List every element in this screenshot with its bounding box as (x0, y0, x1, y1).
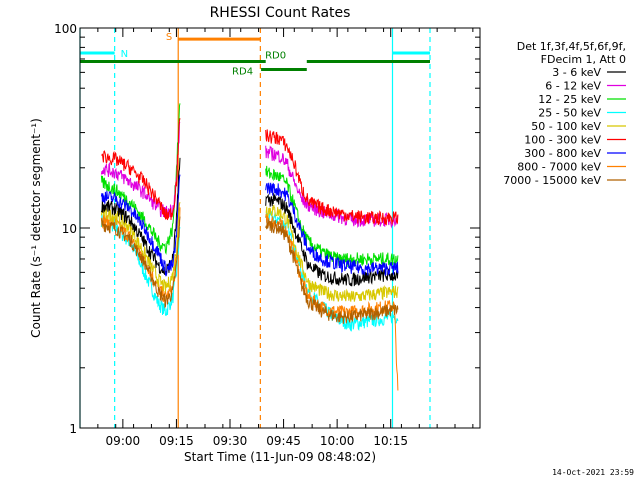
series-5-flare-segment (101, 118, 181, 221)
legend-label-2: 12 - 25 keV (538, 93, 601, 106)
legend-header-0: Det 1f,3f,4f,5f,6f,9f, (517, 40, 626, 53)
annotation-label-4: RD4 (232, 67, 253, 78)
series-5-decay-segment (265, 129, 399, 226)
x-tick-label-3: 09:45 (266, 434, 301, 448)
y-tick-label-0: 1 (69, 422, 77, 436)
legend-label-7: 800 - 7000 keV (517, 161, 601, 174)
x-tick-label-2: 09:30 (213, 434, 248, 448)
series-2-flare-segment (100, 103, 181, 255)
series-7-decay-segment (265, 213, 399, 391)
legend-header-1: FDecim 1, Att 0 (541, 53, 626, 66)
series-8-flare-segment (100, 216, 181, 309)
annotation-label-3: RD0 (265, 50, 286, 61)
footer-timestamp: 14-Oct-2021 23:59 (552, 468, 634, 477)
x-tick-label-1: 09:15 (159, 434, 194, 448)
y-tick-label-2: 100 (54, 22, 77, 36)
series-1-decay-segment (265, 145, 399, 229)
series-6-flare-segment (100, 174, 181, 277)
legend-label-3: 25 - 50 keV (538, 107, 601, 120)
legend-label-6: 300 - 800 keV (524, 147, 601, 160)
series-4-flare-segment (100, 201, 181, 293)
legend-label-5: 100 - 300 keV (524, 134, 601, 147)
x-tick-label-4: 10:00 (320, 434, 355, 448)
legend-label-8: 7000 - 15000 keV (503, 174, 601, 187)
x-tick-label-0: 09:00 (106, 434, 141, 448)
y-tick-label-1: 10 (62, 222, 77, 236)
series-4-decay-segment (265, 204, 399, 302)
annotation-label-2: S (166, 32, 172, 43)
x-axis-label: Start Time (11-Jun-09 08:48:02) (184, 450, 376, 464)
legend-label-4: 50 - 100 keV (531, 120, 601, 133)
series-8-decay-segment (265, 219, 399, 324)
annotation-label-0: N (121, 49, 128, 60)
x-tick-label-5: 10:15 (373, 434, 408, 448)
series-0-decay-segment (265, 192, 399, 287)
chart-title: RHESSI Count Rates (210, 5, 351, 21)
legend-label-1: 6 - 12 keV (545, 80, 601, 93)
series-1-flare-segment (100, 121, 181, 218)
series-6-decay-segment (265, 182, 399, 277)
y-axis-label: Count Rate (s⁻¹ detector segment⁻¹) (29, 118, 43, 338)
legend-label-0: 3 - 6 keV (552, 66, 601, 79)
series-0-flare-segment (100, 157, 181, 275)
